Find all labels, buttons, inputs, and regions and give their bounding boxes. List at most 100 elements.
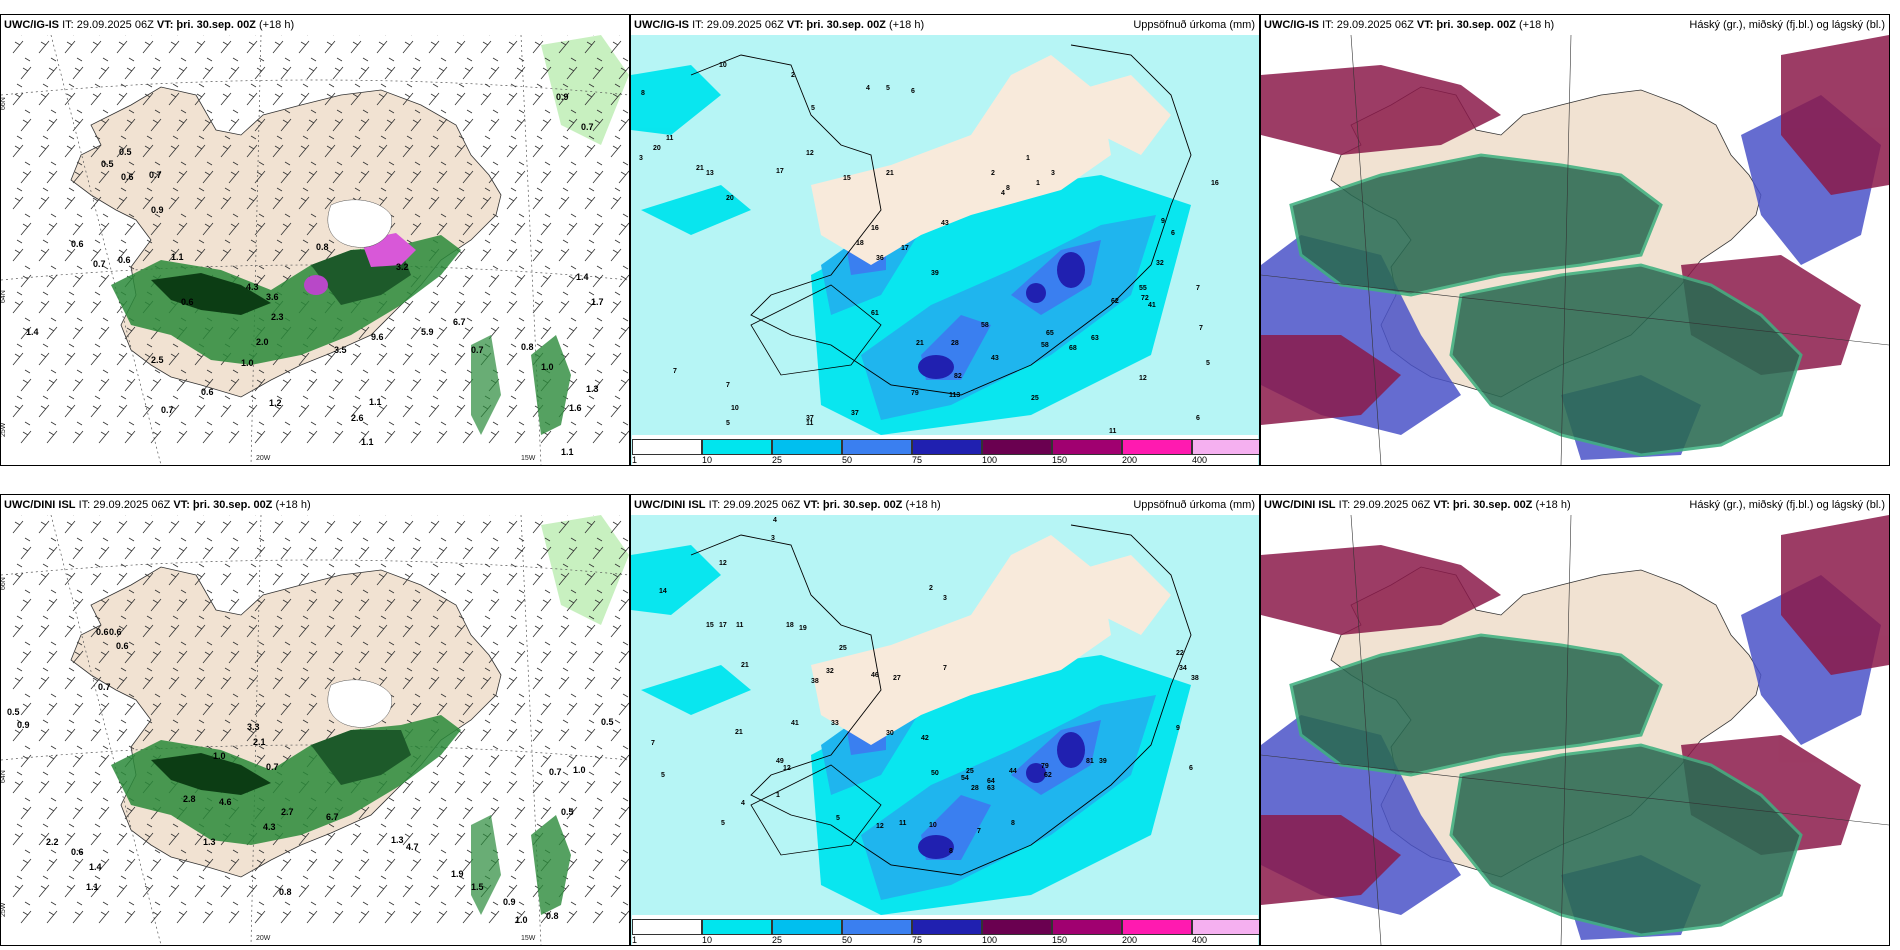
wind-barb — [12, 239, 24, 262]
value-label: 1.4 — [89, 862, 102, 872]
wind-barb — [46, 369, 58, 392]
wind-barb — [254, 369, 266, 392]
wind-barb — [168, 35, 180, 54]
init-time: IT: 29.09.2025 06Z — [708, 499, 801, 511]
wind-barb — [410, 693, 422, 716]
wind-barb — [194, 667, 206, 690]
wind-barb — [12, 187, 24, 210]
wind-barb — [98, 369, 110, 392]
wind-barb — [584, 615, 596, 638]
wind-barb — [228, 109, 240, 132]
wind-barb — [532, 291, 544, 314]
wind-barb — [540, 693, 552, 716]
wind-barb — [220, 515, 232, 534]
wind-barb — [306, 109, 318, 132]
value-label: 0.6 — [116, 641, 129, 651]
wind-barb — [324, 135, 336, 158]
precip-core — [1026, 763, 1046, 783]
wind-barb — [350, 823, 362, 846]
wind-barb — [298, 615, 310, 638]
wind-barb — [254, 901, 266, 924]
wind-barb — [298, 563, 310, 586]
value-label: 0.5 — [119, 147, 132, 157]
value-label: 1.0 — [515, 915, 528, 925]
wind-barb — [124, 537, 136, 560]
wind-barb — [38, 239, 50, 262]
wind-barb — [20, 369, 32, 392]
value-label: 50 — [931, 770, 939, 777]
wind-barb — [12, 343, 24, 366]
panel-header: UWC/DINI ISL IT: 29.09.2025 06Z VT: þri.… — [631, 495, 1259, 515]
wind-barb — [64, 239, 76, 262]
wind-barb — [90, 83, 102, 106]
wind-barb — [488, 265, 500, 288]
wind-barb — [280, 109, 292, 132]
wind-barb — [168, 515, 180, 534]
dry-area — [1061, 75, 1171, 155]
colorbar-label: 50 — [842, 455, 853, 465]
wind-barb — [246, 83, 258, 106]
wind-barb — [194, 239, 206, 262]
wind-barb — [384, 849, 396, 872]
wind-barb — [506, 35, 518, 54]
wind-barb — [12, 615, 24, 638]
wind-barb — [12, 83, 24, 106]
wind-barb — [488, 641, 500, 664]
wind-barb — [64, 343, 76, 366]
precip-core — [1057, 732, 1085, 768]
wind-barb — [462, 265, 474, 288]
wind-barb — [220, 395, 232, 418]
value-label: 4 — [1001, 190, 1005, 197]
value-label: 34 — [1179, 665, 1187, 672]
wind-barb — [480, 563, 492, 586]
model-name: UWC/DINI ISL — [4, 499, 76, 511]
wind-barb — [254, 537, 266, 560]
wind-barb — [610, 771, 622, 794]
wind-barb — [72, 589, 84, 612]
wind-barb — [514, 693, 526, 716]
value-label: 2.8 — [183, 794, 196, 804]
wind-barb — [540, 537, 552, 560]
value-label: 3.2 — [396, 262, 409, 272]
wind-barb — [38, 823, 50, 846]
wind-barb — [246, 515, 258, 534]
wind-barb — [142, 875, 154, 898]
value-label: 0.6 — [201, 387, 214, 397]
grid-label: 15W — [521, 935, 536, 942]
value-label: 2.1 — [253, 737, 266, 747]
wind-barb — [610, 35, 622, 54]
wind-barb — [540, 265, 552, 288]
wind-barb — [142, 239, 154, 262]
colorbar-label: 50 — [842, 935, 853, 945]
wind-barb — [176, 849, 188, 872]
wind-barb — [506, 83, 518, 106]
valid-time-label: VT: — [173, 499, 190, 511]
wind-barb — [168, 719, 180, 742]
value-label: 46 — [871, 672, 879, 679]
precip-zone-heavy — [311, 730, 411, 785]
wind-barb — [46, 109, 58, 132]
wind-barb — [246, 719, 258, 742]
wind-barb — [610, 563, 622, 586]
value-label: 6 — [1171, 230, 1175, 237]
wind-barb — [480, 83, 492, 106]
value-label: 63 — [1091, 335, 1099, 342]
wind-barb — [324, 823, 336, 846]
wind-barb — [298, 83, 310, 106]
wind-barb — [592, 265, 604, 288]
wind-barb — [116, 615, 128, 638]
wind-barb — [454, 395, 466, 418]
value-label: 30 — [886, 730, 894, 737]
wind-barb — [514, 265, 526, 288]
wind-barb — [592, 109, 604, 132]
wind-barb — [618, 849, 629, 872]
grid-label: 25W — [1, 902, 7, 917]
wind-barb — [410, 213, 422, 236]
precip-band — [641, 665, 751, 715]
colorbar-label: 150 — [1052, 935, 1068, 945]
wind-barb — [168, 187, 180, 210]
wind-barb — [454, 515, 466, 534]
wind-barb — [142, 719, 154, 742]
wind-barb — [488, 421, 500, 444]
